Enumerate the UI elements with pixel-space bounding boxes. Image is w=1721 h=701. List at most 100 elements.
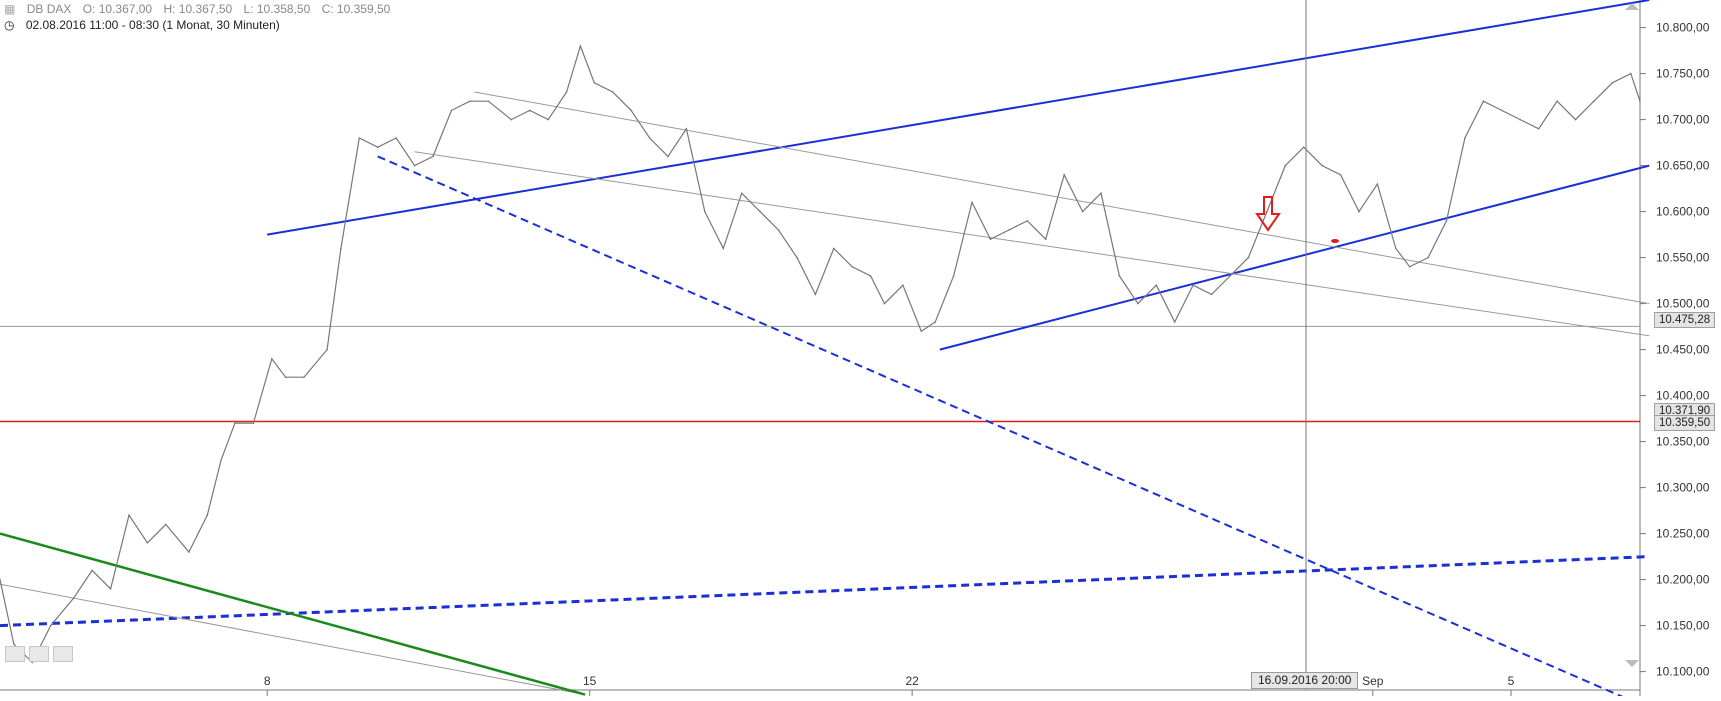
price-point [128, 514, 130, 516]
price-point [869, 275, 872, 277]
price-point [1519, 118, 1521, 121]
blue-upper-solid [267, 0, 1650, 236]
toolbar-button-1[interactable] [5, 646, 25, 662]
price-point [902, 284, 904, 287]
price-point [413, 164, 416, 167]
y-tick-label: 10.450,00 [1656, 343, 1710, 357]
price-point [0, 578, 1, 581]
price-point [565, 91, 568, 93]
price-point [952, 275, 955, 277]
price-point [777, 229, 780, 231]
price-point [284, 376, 287, 379]
price-point [1556, 100, 1558, 102]
price-point [252, 422, 255, 425]
price-point [920, 330, 923, 333]
y-tick-label: 10.800,00 [1656, 21, 1710, 35]
price-point [1427, 256, 1429, 259]
price-point [1321, 164, 1323, 167]
price-point [547, 118, 549, 121]
price-point [31, 661, 33, 664]
gray-lower [414, 151, 1650, 337]
price-point [1593, 100, 1595, 102]
high-value: H: 10.367,50 [163, 2, 233, 16]
price-point [1266, 210, 1268, 213]
price-point [1574, 118, 1577, 121]
price-point [740, 192, 743, 194]
price-point [579, 45, 582, 47]
y-tick-label: 10.600,00 [1656, 205, 1710, 219]
scroll-up-icon [1625, 3, 1639, 10]
price-point [1192, 284, 1194, 287]
price-point [989, 238, 992, 240]
y-tick-label: 10.550,00 [1656, 251, 1710, 265]
price-point [759, 210, 761, 213]
price-point [1639, 100, 1641, 102]
price-point [487, 100, 490, 102]
x-tick-label: 5 [1508, 674, 1515, 688]
y-tick-label: 10.700,00 [1656, 113, 1710, 127]
price-point [704, 210, 706, 213]
price-point [13, 643, 15, 645]
price-point [377, 146, 379, 148]
y-tick-label: 10.200,00 [1656, 573, 1710, 587]
price-point [529, 109, 531, 112]
price-point [1358, 210, 1360, 213]
y-tick-label: 10.300,00 [1656, 481, 1710, 495]
price-point [1395, 247, 1397, 250]
x-tick-label: 22 [905, 674, 919, 688]
price-point [1044, 238, 1047, 240]
price-point [667, 155, 669, 158]
price-point [611, 91, 614, 93]
price-point [395, 137, 398, 139]
price-point [1100, 192, 1102, 194]
low-value: L: 10.358,50 [243, 2, 311, 16]
price-point [469, 100, 471, 102]
price-point [1501, 109, 1503, 112]
clock-icon: ◷ [4, 18, 15, 32]
toolbar-button-3[interactable] [53, 646, 73, 662]
price-point [432, 155, 434, 158]
price-point [450, 109, 453, 112]
last-price-label: 10.359,50 [1654, 415, 1716, 431]
price-series-line [0, 44, 1641, 664]
price-point [1118, 275, 1121, 277]
crosshair-date-label: 16.09.2016 20:00 [1251, 672, 1359, 689]
price-point [648, 137, 651, 139]
price-point [1247, 256, 1250, 259]
x-tick-label: 8 [264, 674, 271, 688]
price-point [1284, 164, 1287, 167]
bar-chart-icon: ▦ [4, 2, 16, 16]
price-point [934, 321, 936, 323]
price-point [220, 459, 222, 461]
price-point [72, 597, 75, 599]
y-tick-label: 10.100,00 [1656, 665, 1710, 679]
price-point [1063, 174, 1065, 176]
price-point [1339, 174, 1342, 176]
price-point [796, 256, 798, 259]
overlay [1255, 0, 1639, 690]
marker-dot [1331, 239, 1339, 243]
price-point [146, 542, 149, 544]
price-point [883, 302, 886, 305]
y-tick-label: 10.500,00 [1656, 297, 1710, 311]
y-tick-label: 10.750,00 [1656, 67, 1710, 81]
price-point [91, 569, 93, 572]
price-point [1155, 284, 1158, 287]
y-tick-label: 10.250,00 [1656, 527, 1710, 541]
price-point [234, 422, 236, 425]
price-point [1611, 82, 1614, 84]
price-point [510, 118, 513, 121]
price-series-group [0, 44, 1641, 664]
toolbar-button-2[interactable] [29, 646, 49, 662]
gray-upper [474, 91, 1650, 305]
price-point [833, 247, 835, 250]
symbol-label: DB DAX [26, 2, 72, 16]
range-info: 02.08.2016 11:00 - 08:30 (1 Monat, 30 Mi… [25, 18, 280, 32]
price-point [814, 293, 817, 296]
price-point [1210, 293, 1213, 296]
price-point [303, 376, 305, 379]
price-point [851, 266, 853, 268]
gray-bottom [0, 583, 586, 696]
